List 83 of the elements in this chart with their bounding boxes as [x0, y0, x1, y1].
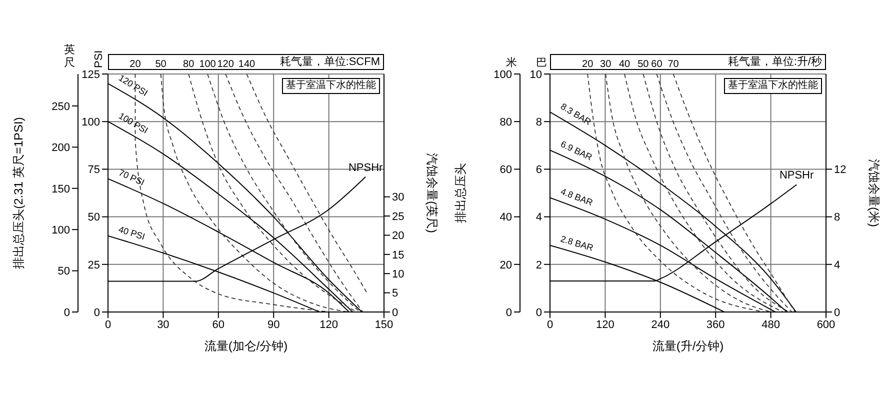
annotation: 基于室温下水的性能 [724, 78, 822, 94]
series-label: 40 [618, 59, 631, 70]
y2-tick-label: 200 [52, 142, 70, 154]
y3-tick-label: 10 [392, 268, 404, 281]
y-tick-label: 8 [536, 116, 542, 129]
y2-tick-label: 0 [64, 306, 70, 319]
series-label: 140 [238, 59, 256, 70]
y-tick-label: 125 [82, 68, 100, 81]
x-tick-label: 90 [267, 318, 280, 331]
series-label: NPSHr [348, 162, 384, 174]
x-axis-title: 流量(升/分钟) [652, 339, 724, 353]
y-tick-label: 10 [530, 68, 542, 81]
y-axis-title: 巴 [536, 57, 547, 70]
text: 120 PSI [116, 72, 150, 98]
text: 40 PSI [117, 224, 146, 242]
text: 米 [506, 57, 517, 70]
x-tick-label: 120 [596, 318, 614, 331]
series-label: 120 [217, 59, 234, 70]
y-tick-label: 6 [536, 164, 542, 176]
y-tick-label: 0 [536, 306, 542, 319]
text: 2.8 BAR [559, 234, 595, 254]
y2-tick-label: 20 [500, 259, 512, 272]
x-tick-label: 360 [706, 318, 725, 331]
text: 4.8 BAR [559, 186, 595, 208]
y2-tick-label: 40 [500, 212, 512, 224]
series-label: 20 [582, 59, 594, 70]
y3-tick-label: 12 [834, 164, 846, 176]
text: 耗气量，单位:升/秒 [728, 55, 822, 69]
y3-tick-label: 30 [392, 192, 404, 204]
y2-tick-label: 100 [52, 224, 70, 236]
series-label: 50 [638, 59, 650, 70]
y2-tick-label: 80 [500, 116, 512, 129]
y2-tick-label: 60 [500, 164, 512, 176]
y-tick-label: 25 [88, 259, 100, 272]
x-tick-label: 30 [157, 318, 170, 331]
y2-tick-label: 0 [506, 306, 512, 319]
x-tick-label: 0 [546, 318, 554, 331]
y3-tick-label: 0 [834, 306, 840, 319]
y3-tick-label: 5 [392, 288, 398, 300]
series-label: 30 [600, 59, 612, 70]
y-tick-label: 2 [536, 259, 542, 272]
y-tick-label: 100 [82, 116, 100, 129]
y-axis-title: PSI [93, 50, 106, 68]
y3-tick-label: 4 [834, 259, 840, 272]
y3-axis-title: 汽蚀余量(英尺) [424, 153, 439, 233]
y3-axis-title: 汽蚀余量(米) [866, 159, 881, 227]
y2-axis-title: 排出总压头(2.31 英尺=1PSI) [11, 117, 26, 269]
series-label: 20 [130, 59, 142, 70]
series-label: NPSHr [779, 170, 814, 182]
y2-tick-label: 100 [494, 68, 512, 81]
x-tick-label: 120 [320, 318, 338, 331]
y2-tick-label: 250 [52, 100, 70, 113]
x-tick-label: 150 [374, 318, 394, 331]
series-label: 50 [155, 59, 167, 70]
text: 100 PSI [116, 110, 150, 136]
y3-tick-label: 20 [392, 230, 404, 242]
y3-tick-label: 25 [392, 210, 404, 223]
y3-tick-label: 15 [392, 249, 404, 262]
x-axis-title: 流量(加仑/分钟) [204, 339, 288, 353]
series-label: 70 [668, 59, 680, 70]
x-tick-label: 600 [816, 318, 836, 331]
text: 耗气量，单位:SCFM [280, 55, 380, 69]
x-tick-label: 60 [212, 318, 225, 331]
y2-tick-label: 50 [58, 266, 70, 278]
text: 英尺 [64, 44, 75, 70]
y-tick-label: 0 [94, 306, 100, 319]
text: 70 PSI [117, 167, 146, 188]
y3-tick-label: 8 [834, 212, 840, 224]
series-label: 60 [651, 59, 663, 70]
x-tick-label: 240 [651, 318, 670, 331]
y2-tick-label: 150 [52, 183, 70, 196]
y2-axis-title: 排出总压头 [453, 163, 468, 223]
y-tick-label: 50 [88, 212, 100, 224]
x-tick-label: 480 [762, 318, 780, 331]
annotation: 基于室温下水的性能 [282, 78, 380, 94]
y-tick-label: 75 [88, 164, 100, 176]
series-label: 80 [183, 59, 195, 70]
series-label: 100 [199, 59, 216, 70]
y3-tick-label: 0 [392, 306, 398, 319]
text: 8.3 BAR [558, 101, 594, 128]
y-tick-label: 4 [536, 212, 542, 224]
x-tick-label: 0 [104, 318, 112, 331]
text: 6.9 BAR [559, 138, 594, 163]
